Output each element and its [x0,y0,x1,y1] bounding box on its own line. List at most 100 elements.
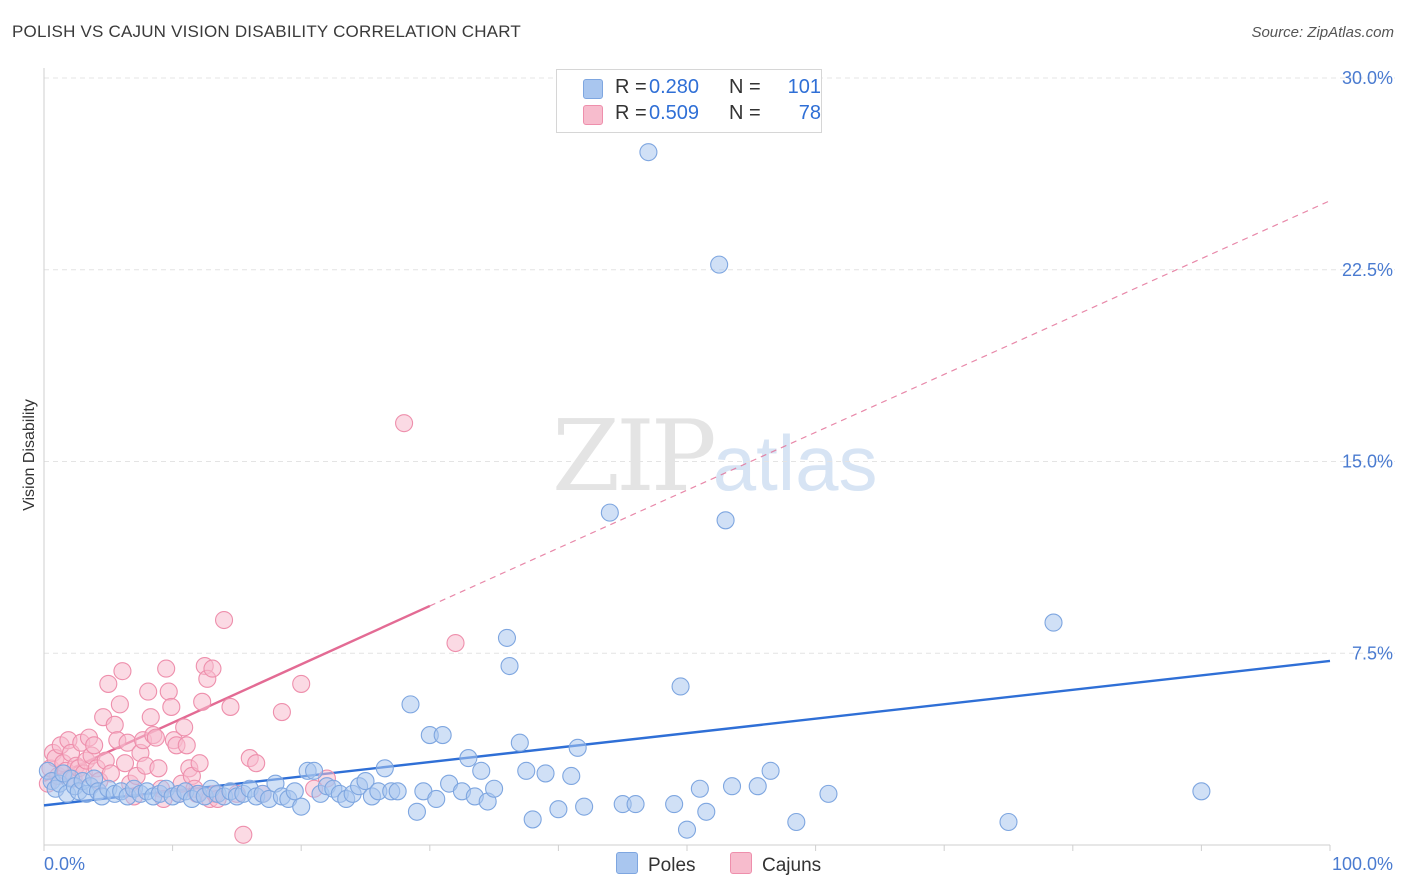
point-cajuns [234,825,253,844]
trend-line-poles [43,659,1331,807]
point-poles [388,782,407,801]
point-poles [626,795,645,814]
bottom-legend-label-cajuns: Cajuns [762,855,822,876]
chart-title: POLISH VS CAJUN VISION DISABILITY CORREL… [12,22,521,41]
point-cajuns [190,754,209,773]
legend-r-label: R = [615,102,647,124]
point-poles [562,766,581,786]
point-poles [407,802,426,821]
point-poles [485,779,504,798]
point-poles [375,759,394,778]
point-cajuns [247,754,266,773]
point-poles [671,677,690,696]
point-poles [690,779,709,798]
point-poles [305,761,324,780]
source-label: Source: ZipAtlas.com [1251,24,1394,41]
trend-line-cajuns-extension [429,200,1331,607]
point-poles [761,761,780,780]
point-poles [292,797,311,816]
point-cajuns [221,697,240,716]
point-poles [787,812,806,832]
watermark-zip: ZIP [552,400,717,514]
point-poles [710,255,729,274]
legend-n-value: 78 [798,102,821,124]
point-poles [517,761,536,780]
point-poles [716,511,735,530]
point-cajuns [110,695,129,714]
point-poles [568,738,587,757]
point-cajuns [272,703,291,722]
point-cajuns [149,759,168,778]
point-poles [500,656,519,676]
bottom-legend-swatch-poles [616,852,638,874]
legend-r-value: 0.509 [649,102,700,124]
x-tick-label: 0.0% [44,854,85,874]
watermark-atlas: atlas [712,419,878,507]
point-poles [748,777,767,796]
watermark-logo: ZIPatlas [552,400,878,514]
trend-lines [43,200,1331,807]
point-cajuns [193,692,212,711]
point-poles [356,772,375,791]
point-poles [1044,613,1063,632]
point-cajuns [139,682,158,701]
point-poles [510,733,529,752]
x-tick-label: 100.0% [1332,854,1393,874]
point-cajuns [292,674,311,693]
legend-swatch-cajuns [583,105,603,125]
legend-n-value: 101 [787,76,821,98]
point-poles [459,749,478,768]
point-cajuns [115,754,135,773]
legend-swatch-poles [583,79,603,99]
point-poles [427,789,446,809]
point-cajuns [203,659,222,678]
point-poles [497,628,517,647]
point-cajuns [177,736,196,755]
point-cajuns [85,736,104,755]
trend-line-cajuns [43,604,431,783]
point-cajuns [157,659,176,678]
legend-r-label: R = [615,76,647,98]
point-poles [677,820,697,839]
legend-n-label: N = [729,102,761,124]
y-tick-label: 30.0% [1342,68,1393,88]
point-cajuns [105,715,124,734]
bottom-legend-poles: Poles [616,852,696,877]
series-poles [38,143,1211,839]
legend: R = 0.280 N = 101 R = 0.509 N = 78 [556,69,822,133]
tick-labels: 7.5% 15.0% 22.5% 30.0% 0.0% 100.0% [44,68,1393,874]
axes [43,68,1331,851]
grid-lines [44,77,1395,654]
point-cajuns [101,764,120,783]
point-poles [722,777,742,796]
point-cajuns [162,697,181,716]
point-cajuns [159,682,178,701]
point-cajuns [395,414,414,433]
y-tick-label: 15.0% [1342,452,1393,472]
point-cajuns [99,674,118,693]
bottom-legend-label-poles: Poles [648,855,696,876]
point-cajuns [175,718,194,737]
point-poles [575,797,594,816]
point-cajuns [446,633,465,653]
bottom-legend-cajuns: Cajuns [730,852,821,877]
point-poles [285,782,304,801]
point-cajuns [113,662,132,681]
legend-r-value: 0.280 [649,76,700,98]
point-cajuns [214,610,234,630]
point-poles [433,726,452,745]
point-poles [639,143,658,162]
point-cajuns [141,708,160,727]
point-poles [549,800,568,819]
point-cajuns [146,728,165,747]
y-tick-label: 7.5% [1352,643,1393,663]
legend-n-label: N = [729,76,761,98]
point-poles [472,761,491,780]
point-poles [600,503,619,522]
point-poles [523,810,542,829]
point-poles [697,802,716,821]
point-poles [536,764,555,783]
point-poles [401,695,420,714]
y-tick-label: 22.5% [1342,260,1393,280]
